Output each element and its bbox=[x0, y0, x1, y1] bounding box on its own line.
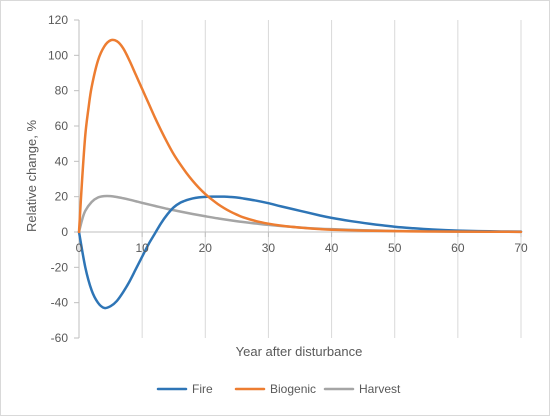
series-line-fire bbox=[77, 195, 523, 310]
y-tick-label: 20 bbox=[55, 190, 69, 204]
legend-item-fire: Fire bbox=[156, 382, 213, 396]
y-tick-label: 40 bbox=[55, 154, 69, 168]
y-tick-label: 80 bbox=[55, 84, 69, 98]
x-tick-label: 20 bbox=[199, 241, 213, 255]
x-tick-label: 0 bbox=[76, 241, 83, 255]
y-tick-label: -40 bbox=[51, 296, 69, 310]
axis-layer bbox=[74, 19, 522, 339]
grid-layer bbox=[141, 20, 522, 338]
x-tick-label: 50 bbox=[388, 241, 402, 255]
x-tick-label: 30 bbox=[262, 241, 276, 255]
x-tick-label: 10 bbox=[135, 241, 149, 255]
x-tick-label: 40 bbox=[325, 241, 339, 255]
legend-item-biogenic: Biogenic bbox=[234, 382, 316, 396]
y-axis-title: Relative change, % bbox=[24, 120, 39, 232]
legend-label: Biogenic bbox=[270, 382, 316, 396]
x-tick-label: 60 bbox=[451, 241, 465, 255]
x-axis-title: Year after disturbance bbox=[236, 344, 363, 359]
y-tick-label: 0 bbox=[61, 225, 68, 239]
y-tick-label: 60 bbox=[55, 119, 69, 133]
x-tick-label: 70 bbox=[514, 241, 528, 255]
label-layer: -60 -40 -20 0 20 40 60 80 100 120 0 10 20 30 40 50 60 70 bbox=[48, 13, 528, 345]
series-line-biogenic bbox=[77, 38, 523, 234]
legend-label: Harvest bbox=[359, 382, 401, 396]
y-tick-label: 120 bbox=[48, 13, 68, 27]
y-tick-label: 100 bbox=[48, 48, 68, 62]
series-layer bbox=[77, 38, 523, 310]
y-tick-label: -60 bbox=[51, 331, 69, 345]
y-tick-label: -20 bbox=[51, 260, 69, 274]
legend-layer: Fire Biogenic Harvest bbox=[156, 382, 401, 396]
legend-label: Fire bbox=[192, 382, 213, 396]
legend-item-harvest: Harvest bbox=[323, 382, 401, 396]
